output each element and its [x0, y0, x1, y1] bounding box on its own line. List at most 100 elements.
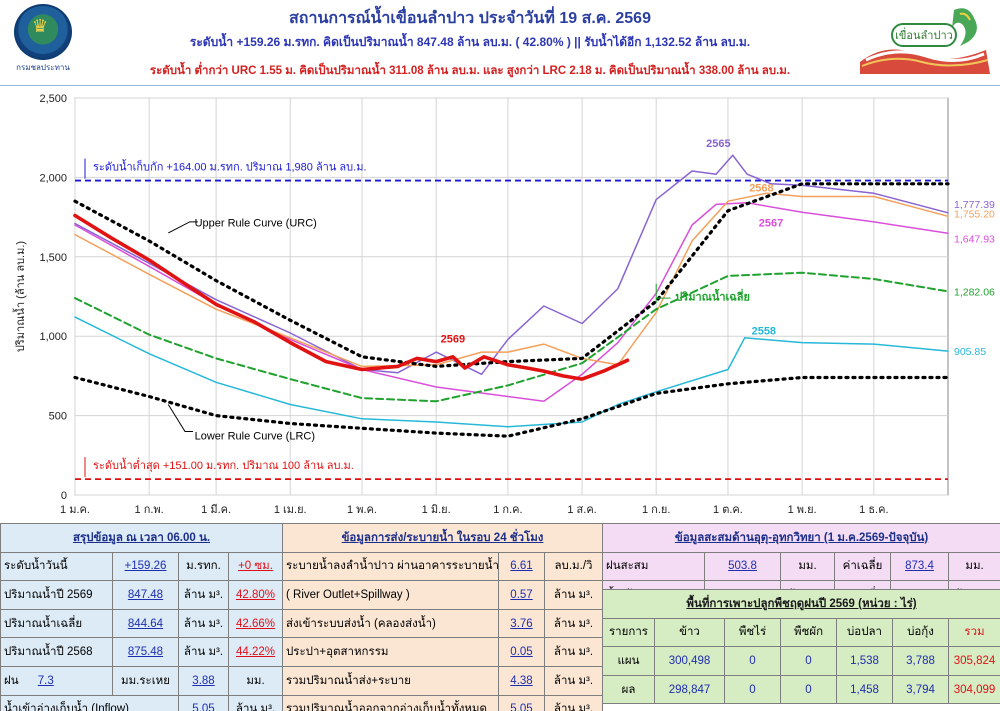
summary-cell: ปริมาณน้ำปี 2568	[0, 637, 113, 667]
crops-cell: 300,498	[654, 646, 725, 676]
x-tick-label: 1 ก.ค.	[493, 504, 522, 516]
rid-logo-text: กรมชลประทาน	[16, 63, 70, 72]
summary-heading: สรุปข้อมูล ณ เวลา 06.00 น.	[0, 523, 284, 553]
release-cell: ล้าน ม³.	[544, 665, 603, 696]
release-cell[interactable]: 5.05	[498, 694, 545, 711]
release-cell[interactable]: 3.76	[498, 608, 545, 639]
annotation-leader	[168, 221, 198, 234]
crops-cell: ผล	[602, 674, 655, 705]
y-tick-label: 1,500	[39, 252, 67, 264]
series-year-label: 2565	[706, 138, 730, 150]
summary-table: สรุปข้อมูล ณ เวลา 06.00 น. ระดับน้ำวันนี…	[0, 523, 284, 711]
table-row: น้ำเข้าอ่างเก็บน้ำ (Inflow) 5.05 ล้าน ม³…	[0, 694, 284, 711]
series-line-	[74, 271, 949, 403]
release-cell: ล้าน ม³.	[544, 637, 603, 667]
table-row: ปริมาณน้ำปี 2569 847.48 ล้าน ม³. 42.80%	[0, 580, 284, 610]
release-cell: ล้าน ม³.	[544, 580, 603, 610]
summary-cell: ล้าน ม³.	[178, 637, 229, 667]
release-cell: ( River Outlet+Spillway )	[282, 580, 499, 610]
series-line-2569	[73, 213, 630, 381]
rid-seal-emblem-icon: ♛	[32, 16, 49, 37]
summary-cell: ฝน 7.3	[0, 665, 113, 696]
release-cell[interactable]: 4.38	[498, 665, 545, 696]
summary-cell[interactable]: 42.66%	[227, 608, 284, 639]
series-year-label: 2567	[759, 218, 783, 230]
series-end-value: 1,755.20	[954, 208, 995, 220]
summary-cell[interactable]: 875.48	[112, 637, 179, 667]
table-row: ปริมาณน้ำปี 2568 875.48 ล้าน ม³. 44.22%	[0, 637, 284, 667]
table-row: ระบายน้ำลงลำน้ำปาว ผ่านอาคารระบายน้ำ 6.61…	[282, 551, 603, 582]
hydro-heading: ข้อมูลสะสมด้านอุตุ-อุทกวิทยา (1 ม.ค.2569…	[601, 523, 1000, 553]
x-tick-label: 1 ก.ย.	[642, 504, 670, 516]
release-cell: ลบ.ม./วิ	[544, 551, 603, 582]
series-year-label: 2568	[749, 183, 773, 195]
summary-cell[interactable]: +159.26	[112, 551, 179, 582]
summary-cell: น้ำเข้าอ่างเก็บน้ำ (Inflow)	[0, 694, 179, 711]
release-cell[interactable]: 6.61	[498, 551, 545, 582]
summary-cell: ปริมาณน้ำปี 2569	[0, 580, 113, 610]
annotation-leader	[655, 283, 671, 303]
y-tick-label: 0	[61, 490, 67, 502]
table-row: ผล 298,847 0 0 1,458 3,794 304,099	[602, 674, 1000, 705]
series-end-value: 1,777.39	[954, 199, 995, 211]
reservoir-storage-chart: 0 500 1,000 1,500 2,000 2,500 1 ม.ค. 1 ก.พ. 1 มี…	[12, 93, 995, 516]
summary-cell[interactable]: 44.22%	[227, 637, 284, 667]
summary-cell[interactable]: 847.48	[112, 580, 179, 610]
series-year-label: 2558	[752, 326, 776, 338]
summary-cell: มม.	[227, 665, 284, 696]
summary-cell[interactable]: 3.88	[178, 665, 229, 696]
series-line-lower-rule-curve-lrc	[73, 375, 950, 438]
reservoir-chart-panel: 0 500 1,000 1,500 2,000 2,500 1 ม.ค. 1 ก.พ. 1 มี…	[0, 85, 1000, 520]
release-cell: รวมปริมาณน้ำออกจากอ่างเก็บน้ำทั้งหมด	[282, 694, 499, 711]
crops-column-header: พืชไร่	[724, 617, 781, 648]
release-cell[interactable]: 0.57	[498, 580, 545, 610]
x-tick-label: 1 เม.ย.	[274, 504, 307, 516]
hydro-cell[interactable]: 873.4	[890, 551, 949, 582]
crops-column-header: บ่อกุ้ง	[892, 617, 949, 648]
table-row: ( River Outlet+Spillway ) 0.57 ล้าน ม³.	[282, 580, 603, 610]
crops-cell: 298,847	[654, 674, 725, 705]
summary-cell[interactable]: 844.64	[112, 608, 179, 639]
release-cell: รวมปริมาณน้ำส่ง+ระบาย	[282, 665, 499, 696]
hydro-cell[interactable]: 503.8	[704, 551, 781, 582]
summary-cell: ล้าน ม³.	[178, 580, 229, 610]
release-cell[interactable]: 0.05	[498, 637, 545, 667]
crops-table: พื้นที่การเพาะปลูกพืชฤดูฝนปี 2569 (หน่วย…	[601, 589, 1000, 705]
report-status-line: ระดับน้ำ +159.26 ม.รทก. คิดเป็นปริมาณน้ำ…	[189, 35, 751, 49]
table-row: ฝนสะสม 503.8 มม. ค่าเฉลี่ย 873.4 มม.	[602, 551, 1000, 582]
rid-logo: ♛ กรมชลประทาน	[12, 2, 74, 74]
release-cell: ล้าน ม³.	[544, 608, 603, 639]
crops-cell: 305,824	[947, 646, 1000, 676]
release-cell: ส่งเข้าระบบส่งน้ำ (คลองส่งน้ำ)	[282, 608, 499, 639]
x-tick-label: 1 ธ.ค.	[859, 504, 888, 516]
summary-cell: ระดับน้ำวันนี้	[0, 551, 113, 582]
y-tick-label: 2,500	[39, 93, 67, 105]
summary-cell: ล้าน ม³.	[227, 694, 284, 711]
x-tick-label: 1 พ.ย.	[788, 504, 817, 516]
series-end-value: 905.85	[954, 346, 986, 358]
rain-label: ฝน	[4, 674, 19, 687]
x-tick-label: 1 มี.ค.	[201, 503, 231, 516]
summary-cell[interactable]: +0 ซม.	[227, 551, 284, 582]
table-row: รวมปริมาณน้ำออกจากอ่างเก็บน้ำทั้งหมด 5.05…	[282, 694, 603, 711]
summary-cell: มม.ระเหย	[112, 665, 179, 696]
release-cell: ระบายน้ำลงลำน้ำปาว ผ่านอาคารระบายน้ำ	[282, 551, 499, 582]
x-tick-label: 1 ม.ค.	[60, 504, 90, 516]
summary-label: ปริมาณน้ำปี 2569	[4, 588, 93, 601]
series-end-value: 1,647.93	[954, 233, 995, 245]
x-tick-label: 1 พ.ค.	[347, 504, 377, 516]
table-row: ระดับน้ำวันนี้ +159.26 ม.รทก. +0 ซม.	[0, 551, 284, 582]
x-tick-label: 1 ต.ค.	[713, 504, 743, 516]
x-tick-label: 1 มิ.ย.	[422, 504, 451, 516]
summary-cell: ม.รทก.	[178, 551, 229, 582]
crops-cell: 0	[724, 646, 781, 676]
rain-value[interactable]: 7.3	[37, 674, 54, 687]
summary-cell[interactable]: 5.05	[178, 694, 229, 711]
crops-column-header: บ่อปลา	[836, 617, 893, 648]
report-header: ♛ กรมชลประทาน สถานการณ์น้ำเขื่อนลำปาว ปร…	[0, 0, 1000, 82]
summary-cell[interactable]: 42.80%	[227, 580, 284, 610]
summary-tables: สรุปข้อมูล ณ เวลา 06.00 น. ระดับน้ำวันนี…	[0, 523, 1000, 711]
report-title: สถานการณ์น้ำเขื่อนลำปาว ประจำวันที่ 19 ส…	[289, 10, 651, 27]
crops-column-header: รายการ	[602, 617, 655, 648]
full-storage-label: ระดับน้ำเก็บกัก +164.00 ม.รทก. ปริมาณ 1,…	[93, 159, 367, 174]
